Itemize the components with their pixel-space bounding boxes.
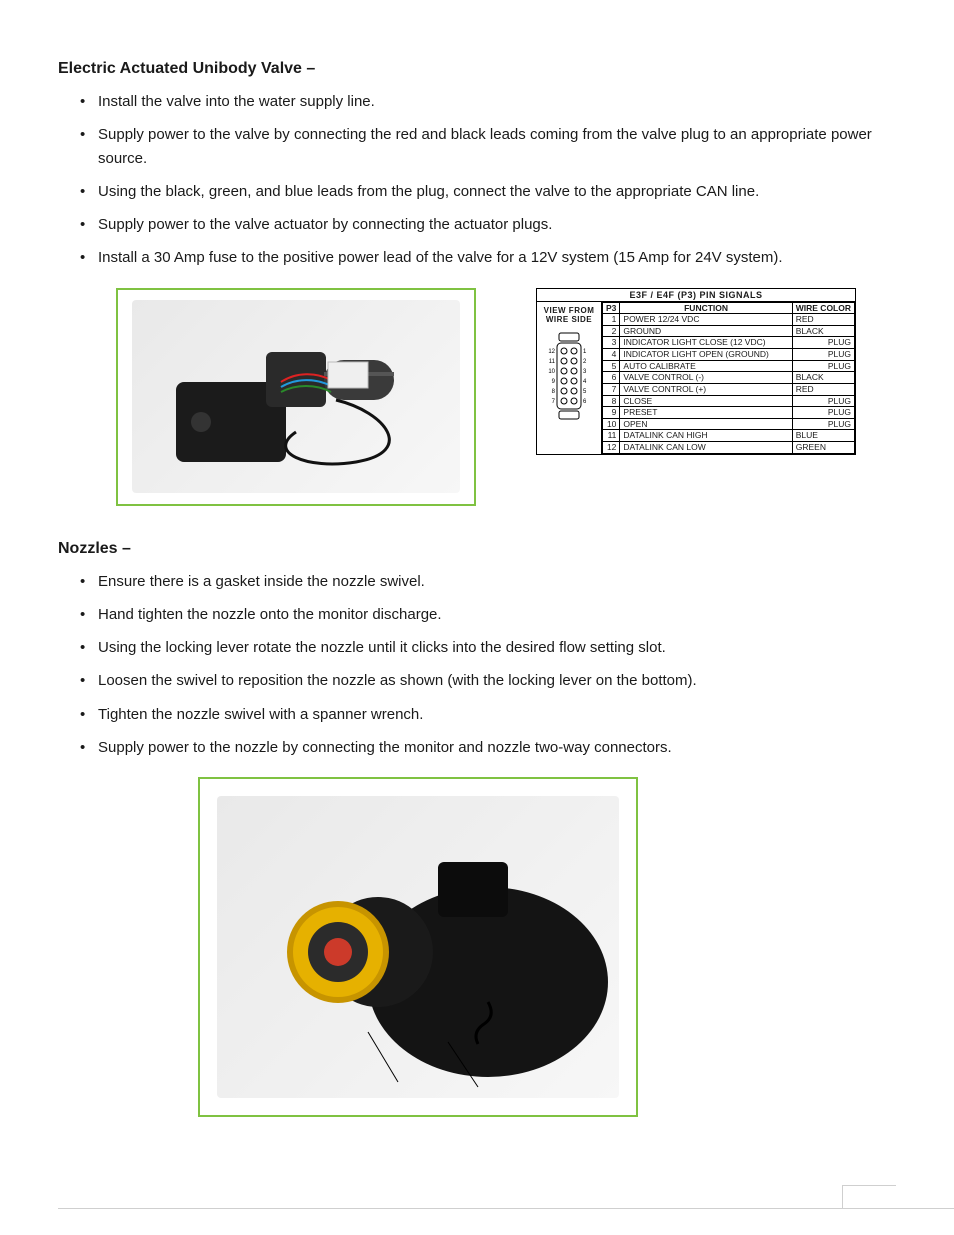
wire-side-label: WIRE SIDE [539,315,599,325]
col-function: FUNCTION [620,302,792,314]
connector-diagram-icon: 12 11 10 9 8 7 1 2 3 4 5 [539,331,599,421]
table-row: 1POWER 12/24 VDCRED [603,314,855,326]
table-row: 12DATALINK CAN LOWGREEN [603,442,855,454]
svg-text:12: 12 [548,349,555,355]
svg-text:7: 7 [552,399,556,405]
section2-title: Nozzles – [58,540,896,558]
list-item: Hand tighten the nozzle onto the monitor… [98,603,896,626]
svg-text:4: 4 [583,379,587,385]
col-p3: P3 [603,302,620,314]
table-row: 3INDICATOR LIGHT CLOSE (12 VDC)PLUG [603,337,855,349]
svg-text:10: 10 [548,369,555,375]
table-row: 5AUTO CALIBRATEPLUG [603,360,855,372]
svg-text:5: 5 [583,389,587,395]
pin-signals-table: E3F / E4F (P3) PIN SIGNALS VIEW FROM WIR… [536,288,856,455]
pin-signals-body: VIEW FROM WIRE SIDE [537,302,855,454]
pin-signals-connector-view: VIEW FROM WIRE SIDE [537,302,602,454]
list-item: Using the black, green, and blue leads f… [98,180,896,203]
list-item: Tighten the nozzle swivel with a spanner… [98,703,896,726]
svg-text:3: 3 [583,369,587,375]
svg-text:8: 8 [552,389,556,395]
table-row: 2GROUNDBLACK [603,325,855,337]
valve-photo [132,300,460,493]
view-from-label: VIEW FROM [539,306,599,316]
list-item: Install a 30 Amp fuse to the positive po… [98,246,896,269]
table-row: 4INDICATOR LIGHT OPEN (GROUND)PLUG [603,349,855,361]
svg-text:1: 1 [583,349,587,355]
pin-signals-header: E3F / E4F (P3) PIN SIGNALS [537,289,855,302]
footer-page-tab [842,1185,896,1209]
nozzle-photo-frame [198,777,638,1117]
list-item: Supply power to the valve by connecting … [98,123,896,170]
section1-figure-row: E3F / E4F (P3) PIN SIGNALS VIEW FROM WIR… [116,288,896,506]
table-row: 7VALVE CONTROL (+)RED [603,383,855,395]
nozzle-photo-svg [228,802,608,1092]
section1-bullet-list: Install the valve into the water supply … [58,90,896,270]
table-row: 10OPENPLUG [603,418,855,430]
valve-photo-frame [116,288,476,506]
table-row: 11DATALINK CAN HIGHBLUE [603,430,855,442]
table-row: 8CLOSEPLUG [603,395,855,407]
list-item: Supply power to the nozzle by connecting… [98,736,896,759]
svg-text:9: 9 [552,379,556,385]
list-item: Supply power to the valve actuator by co… [98,213,896,236]
list-item: Install the valve into the water supply … [98,90,896,113]
svg-text:2: 2 [583,359,587,365]
section1-title: Electric Actuated Unibody Valve – [58,60,896,78]
document-page: Electric Actuated Unibody Valve – Instal… [0,0,954,1235]
svg-text:11: 11 [549,359,556,365]
section2-bullet-list: Ensure there is a gasket inside the nozz… [58,570,896,760]
list-item: Loosen the swivel to reposition the nozz… [98,669,896,692]
col-wire-color: WIRE COLOR [792,302,854,314]
nozzle-photo [217,796,618,1098]
list-item: Ensure there is a gasket inside the nozz… [98,570,896,593]
pin-signals-data-table: P3 FUNCTION WIRE COLOR 1POWER 12/24 VDCR… [602,302,855,454]
table-row: 9PRESETPLUG [603,407,855,419]
valve-photo-svg [146,312,446,482]
footer-divider [58,1208,954,1209]
svg-text:6: 6 [583,399,587,405]
table-header-row: P3 FUNCTION WIRE COLOR [603,302,855,314]
table-row: 6VALVE CONTROL (-)BLACK [603,372,855,384]
list-item: Using the locking lever rotate the nozzl… [98,636,896,659]
